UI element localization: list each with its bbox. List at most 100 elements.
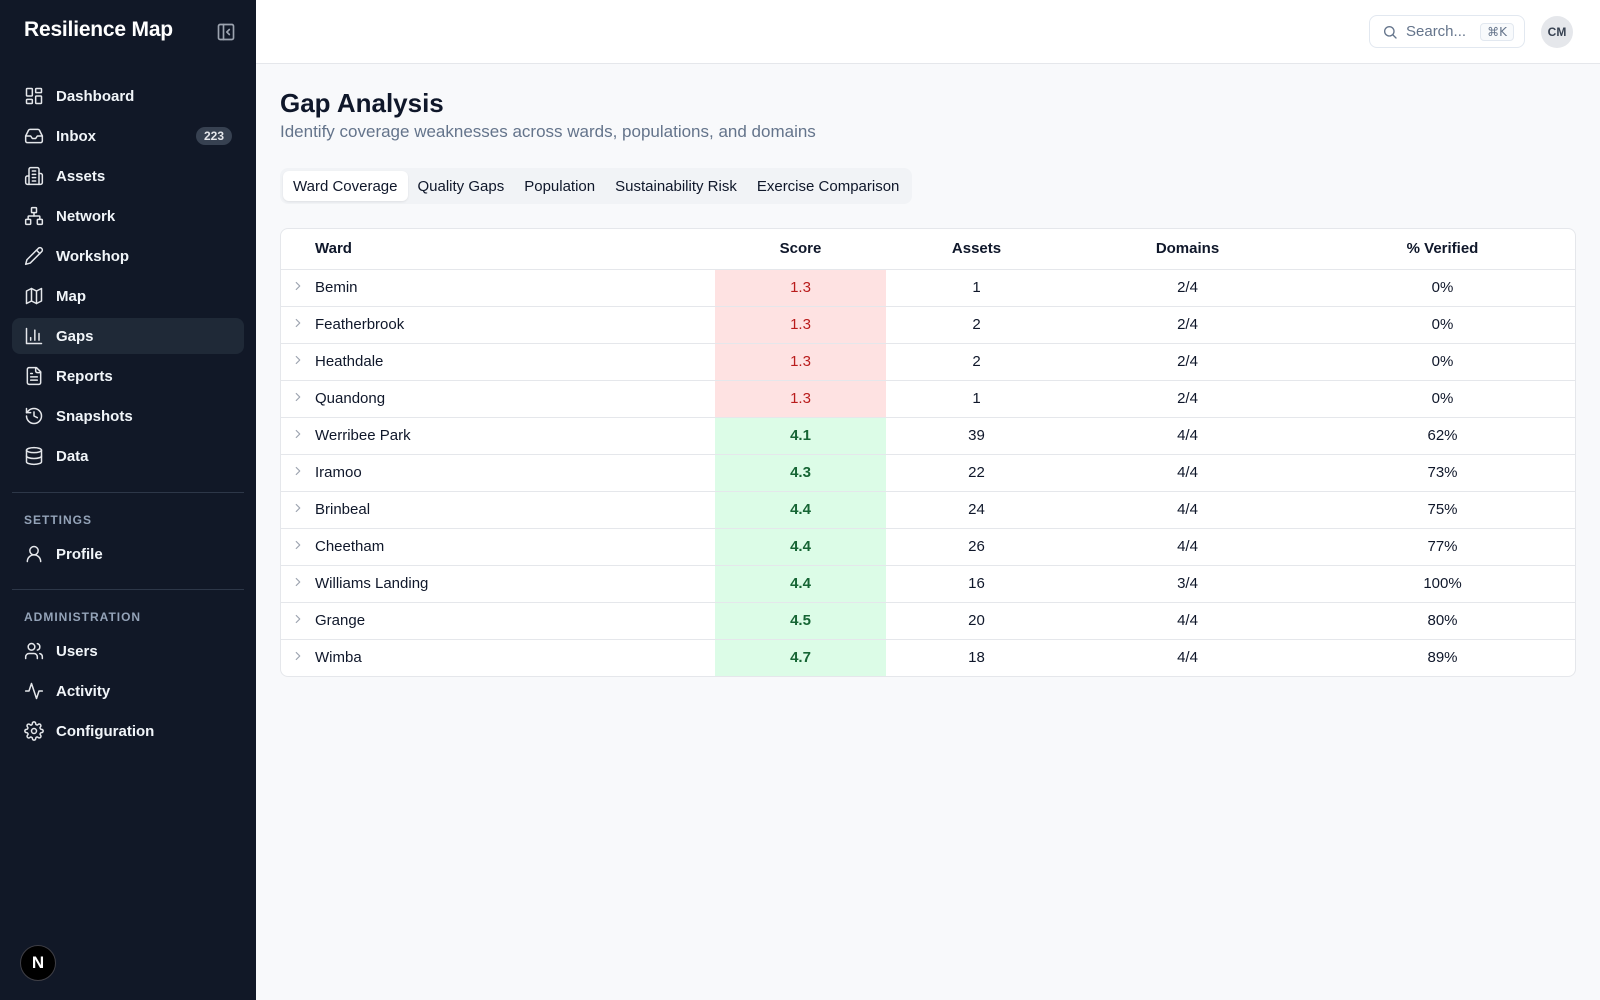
sidebar-item-label: Assets — [56, 167, 106, 185]
expand-row-button[interactable] — [281, 269, 315, 307]
score-cell: 4.3 — [715, 454, 886, 492]
expand-row-button[interactable] — [281, 491, 315, 529]
sidebar-item-label: Activity — [56, 682, 111, 700]
table-row[interactable]: Heathdale 1.3 2 2/4 0% — [281, 343, 1575, 381]
assets-cell: 18 — [968, 649, 985, 667]
expand-row-button[interactable] — [281, 565, 315, 603]
assets-cell: 24 — [886, 491, 1067, 529]
activity-icon — [24, 681, 44, 701]
panel-left-icon — [217, 23, 235, 41]
table-row[interactable]: Brinbeal 4.4 24 4/4 75% — [281, 491, 1575, 529]
expand-row-button[interactable] — [281, 417, 315, 455]
pencil-icon — [24, 246, 44, 266]
domains-cell: 2/4 — [1067, 380, 1308, 418]
verified-cell: 73% — [1308, 454, 1575, 492]
domains-cell: 4/4 — [1177, 649, 1198, 667]
sidebar-item-users[interactable]: Users — [12, 633, 244, 669]
search-input[interactable]: Search... ⌘K — [1369, 15, 1525, 48]
expand-row-button[interactable] — [281, 380, 315, 418]
tab-population[interactable]: Population — [524, 177, 596, 195]
sidebar-item-map[interactable]: Map — [12, 278, 244, 314]
map-icon — [24, 286, 44, 306]
ward-name: Featherbrook — [315, 306, 715, 344]
expand-row-button[interactable] — [281, 639, 315, 676]
sidebar-collapse-button[interactable] — [214, 20, 238, 44]
tab-exercise-comparison[interactable]: Exercise Comparison — [756, 177, 900, 195]
assets-cell: 2 — [886, 306, 1067, 344]
sidebar-item-label: Network — [56, 207, 116, 225]
table-row[interactable]: Williams Landing 4.4 16 3/4 100% — [281, 565, 1575, 603]
sidebar-item-network[interactable]: Network — [12, 198, 244, 234]
sidebar: Resilience Map Dashboard Inbox 223 Assets Ne… — [0, 0, 256, 1000]
ward-name: Werribee Park — [315, 417, 715, 455]
assets-cell: 26 — [886, 528, 1067, 566]
inbox-count-badge: 223 — [195, 127, 232, 145]
sidebar-item-activity[interactable]: Activity — [12, 673, 244, 709]
sidebar-item-assets[interactable]: Assets — [12, 158, 244, 194]
expand-row-button[interactable] — [281, 528, 315, 566]
assets-cell: 1 — [886, 380, 1067, 418]
sidebar-item-data[interactable]: Data — [12, 438, 244, 474]
column-header-ward[interactable]: Ward — [315, 229, 715, 270]
verified-cell: 89% — [1427, 649, 1458, 667]
ward-name: Wimba — [315, 649, 362, 667]
table-header-row: Ward Score Assets Domains % Verified — [281, 229, 1575, 270]
column-header-score[interactable]: Score — [715, 229, 886, 270]
ward-name: Quandong — [315, 380, 715, 418]
assets-cell: 22 — [886, 454, 1067, 492]
score-cell: 1.3 — [715, 343, 886, 381]
table-row[interactable]: Cheetham 4.4 26 4/4 77% — [281, 528, 1575, 566]
sidebar-item-profile[interactable]: Profile — [12, 536, 244, 572]
sidebar-item-inbox[interactable]: Inbox 223 — [12, 118, 244, 154]
settings-section-label: SETTINGS — [24, 513, 93, 527]
sidebar-item-label: Workshop — [56, 247, 130, 265]
chevron-right-icon — [295, 614, 301, 623]
search-placeholder: Search... — [1406, 23, 1467, 40]
tab-ward-coverage[interactable]: Ward Coverage — [283, 171, 408, 201]
framework-logo[interactable]: N — [20, 945, 56, 981]
table-row[interactable]: Grange 4.5 20 4/4 80% — [281, 602, 1575, 640]
ward-name: Heathdale — [315, 343, 715, 381]
score-cell: 1.3 — [715, 380, 886, 418]
sidebar-item-label: Dashboard — [56, 87, 135, 105]
expand-row-button[interactable] — [281, 306, 315, 344]
score-cell: 4.4 — [715, 491, 886, 529]
domains-cell: 4/4 — [1067, 528, 1308, 566]
sidebar-item-dashboard[interactable]: Dashboard — [12, 78, 244, 114]
table-row[interactable]: Werribee Park 4.1 39 4/4 62% — [281, 417, 1575, 455]
sidebar-item-workshop[interactable]: Workshop — [12, 238, 244, 274]
chevron-right-icon — [295, 429, 301, 438]
chevron-right-icon — [295, 281, 301, 290]
expand-row-button[interactable] — [281, 602, 315, 640]
sidebar-item-snapshots[interactable]: Snapshots — [12, 398, 244, 434]
table-row[interactable]: Wimba 4.7 18 4/4 89% — [281, 639, 1575, 676]
sidebar-item-configuration[interactable]: Configuration — [12, 713, 244, 749]
verified-cell: 75% — [1308, 491, 1575, 529]
sidebar-item-label: Gaps — [56, 327, 94, 345]
table-row[interactable]: Quandong 1.3 1 2/4 0% — [281, 380, 1575, 418]
user-avatar[interactable]: CM — [1541, 16, 1573, 48]
expand-row-button[interactable] — [281, 343, 315, 381]
domains-cell: 2/4 — [1067, 269, 1308, 307]
table-row[interactable]: Featherbrook 1.3 2 2/4 0% — [281, 306, 1575, 344]
score-cell: 1.3 — [715, 269, 886, 307]
table-row[interactable]: Iramoo 4.3 22 4/4 73% — [281, 454, 1575, 492]
sidebar-item-reports[interactable]: Reports — [12, 358, 244, 394]
column-header-domains[interactable]: Domains — [1067, 229, 1308, 270]
assets-cell: 39 — [886, 417, 1067, 455]
sidebar-item-gaps[interactable]: Gaps — [12, 318, 244, 354]
gear-icon — [24, 721, 44, 741]
sidebar-divider — [12, 589, 244, 590]
expand-row-button[interactable] — [281, 454, 315, 492]
domains-cell: 4/4 — [1067, 491, 1308, 529]
score-cell: 4.4 — [715, 565, 886, 603]
column-header-verified[interactable]: % Verified — [1308, 229, 1575, 270]
verified-cell: 62% — [1308, 417, 1575, 455]
sidebar-item-label: Profile — [56, 545, 103, 563]
tab-quality-gaps[interactable]: Quality Gaps — [417, 177, 505, 195]
table-row[interactable]: Bemin 1.3 1 2/4 0% — [281, 269, 1575, 307]
column-header-assets[interactable]: Assets — [886, 229, 1067, 270]
tab-sustainability-risk[interactable]: Sustainability Risk — [615, 177, 737, 195]
verified-cell: 77% — [1308, 528, 1575, 566]
users-icon — [24, 641, 44, 661]
